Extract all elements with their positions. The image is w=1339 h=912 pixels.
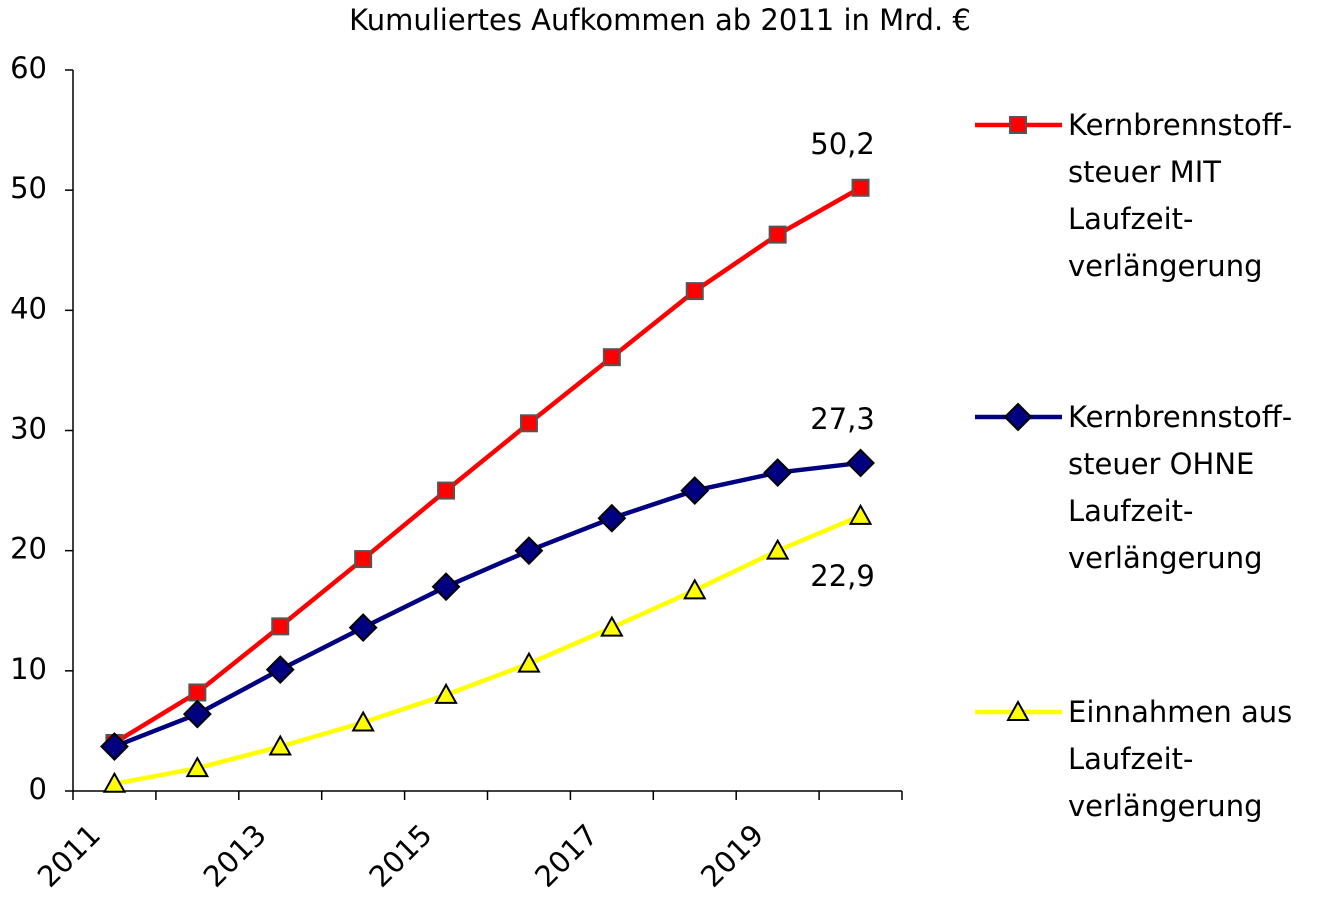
y-tick-label: 40 xyxy=(10,291,47,325)
marker xyxy=(848,503,873,525)
legend-label: Kernbrennstoff-steuer OHNE Laufzeit-verl… xyxy=(1068,400,1293,575)
marker xyxy=(765,538,790,560)
marker xyxy=(271,617,290,636)
marker xyxy=(597,503,627,533)
marker xyxy=(680,476,710,505)
marker xyxy=(268,734,292,756)
marker xyxy=(846,448,875,478)
x-tick-label: 2015 xyxy=(362,818,438,894)
marker xyxy=(354,550,373,569)
marker xyxy=(851,178,870,197)
marker xyxy=(602,348,621,367)
marker xyxy=(517,651,541,673)
series-line xyxy=(113,185,862,745)
x-tick-label: 2011 xyxy=(31,818,107,894)
chart-title: Kumuliertes Aufkommen ab 2011 in Mrd. € xyxy=(349,3,971,37)
marker xyxy=(519,414,538,433)
y-tick-label: 20 xyxy=(10,532,47,566)
x-tick-label: 2019 xyxy=(694,818,770,894)
marker xyxy=(514,536,544,566)
marker xyxy=(348,613,378,642)
marker xyxy=(1009,116,1027,134)
marker xyxy=(437,481,456,500)
marker xyxy=(100,732,129,761)
legend-label: Kernbrennstoff-steuer MIT Laufzeit-verlä… xyxy=(1068,108,1293,283)
y-tick-label: 60 xyxy=(10,51,47,85)
marker xyxy=(182,699,212,729)
y-tick-label: 0 xyxy=(29,772,47,806)
y-tick-label: 10 xyxy=(10,652,47,686)
data-label: 22,9 xyxy=(810,559,875,593)
marker xyxy=(351,710,375,732)
x-tick-label: 2017 xyxy=(528,818,604,894)
marker xyxy=(188,683,207,702)
legend-label: Einnahmen aus Laufzeit-verlängerung xyxy=(1068,695,1293,823)
marker xyxy=(434,682,458,704)
data-label: 50,2 xyxy=(810,127,875,161)
marker xyxy=(1006,699,1030,721)
x-tick-label: 2013 xyxy=(197,818,273,894)
marker xyxy=(1003,402,1033,432)
marker xyxy=(265,655,295,685)
marker xyxy=(600,615,624,637)
y-tick-label: 50 xyxy=(10,171,47,205)
series-line xyxy=(113,460,861,749)
marker xyxy=(685,282,704,301)
marker xyxy=(683,578,707,600)
series-line xyxy=(114,513,862,787)
data-label: 27,3 xyxy=(810,402,875,436)
marker xyxy=(102,771,127,793)
marker xyxy=(768,225,787,244)
marker xyxy=(431,572,461,602)
y-tick-label: 30 xyxy=(10,412,47,446)
marker xyxy=(185,756,210,778)
marker xyxy=(763,458,793,487)
